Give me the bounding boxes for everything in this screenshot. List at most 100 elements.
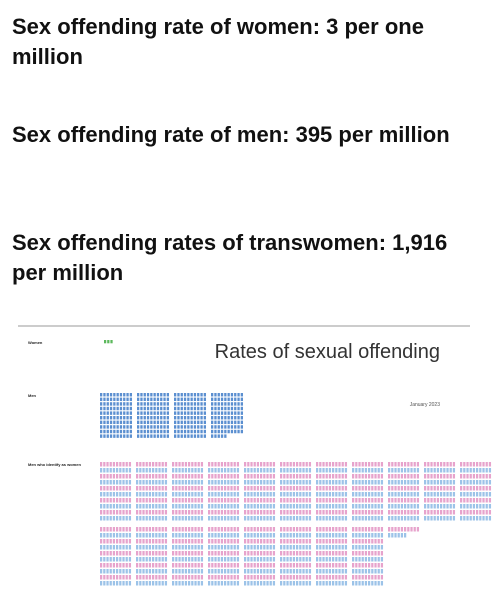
icon bbox=[220, 420, 224, 425]
icon bbox=[125, 539, 128, 544]
icon bbox=[197, 420, 200, 425]
icon bbox=[233, 486, 236, 491]
icon bbox=[112, 545, 116, 550]
icon bbox=[188, 468, 191, 473]
icon bbox=[319, 545, 322, 550]
icon bbox=[479, 516, 482, 521]
icon bbox=[410, 486, 413, 491]
icon bbox=[224, 480, 227, 485]
icon bbox=[305, 551, 308, 556]
icon bbox=[161, 569, 164, 574]
icon bbox=[413, 492, 416, 497]
icon bbox=[194, 527, 197, 532]
icon bbox=[289, 575, 292, 580]
icon bbox=[191, 575, 194, 580]
icon bbox=[368, 551, 371, 556]
icon bbox=[211, 527, 214, 532]
icon bbox=[166, 420, 170, 425]
icon bbox=[316, 510, 319, 515]
icon bbox=[194, 474, 197, 479]
icon bbox=[152, 462, 155, 467]
icon bbox=[109, 397, 113, 402]
icon bbox=[137, 406, 140, 411]
icon bbox=[338, 569, 341, 574]
icon bbox=[305, 468, 308, 473]
icon bbox=[256, 468, 260, 473]
icon bbox=[177, 416, 180, 420]
icon bbox=[164, 510, 168, 515]
icon bbox=[440, 468, 443, 473]
icon bbox=[181, 504, 184, 509]
icon bbox=[263, 504, 266, 509]
icon bbox=[200, 551, 204, 556]
icon bbox=[122, 527, 125, 532]
icon bbox=[214, 406, 217, 411]
icon bbox=[208, 533, 211, 538]
icon bbox=[217, 393, 220, 397]
icon bbox=[302, 557, 305, 562]
icon bbox=[466, 474, 469, 479]
icon bbox=[380, 462, 384, 467]
icon bbox=[106, 393, 109, 397]
icon bbox=[236, 486, 240, 491]
icon bbox=[148, 516, 152, 521]
icon bbox=[190, 411, 193, 415]
icon bbox=[197, 429, 200, 434]
icon bbox=[404, 468, 407, 473]
icon bbox=[175, 468, 178, 473]
icon bbox=[214, 468, 217, 473]
icon bbox=[208, 527, 211, 532]
icon bbox=[142, 545, 145, 550]
icon bbox=[106, 533, 109, 538]
icon bbox=[380, 504, 384, 509]
icon bbox=[175, 557, 178, 562]
icon bbox=[145, 492, 148, 497]
icon bbox=[449, 468, 452, 473]
icon bbox=[119, 510, 122, 515]
icon bbox=[319, 504, 322, 509]
icon bbox=[153, 420, 156, 425]
icon bbox=[371, 468, 374, 473]
icon bbox=[247, 575, 250, 580]
icon bbox=[371, 480, 374, 485]
icon bbox=[374, 581, 377, 586]
icon bbox=[160, 406, 163, 411]
icon bbox=[269, 510, 272, 515]
icon bbox=[180, 397, 183, 402]
icon bbox=[335, 569, 338, 574]
icon bbox=[164, 468, 168, 473]
icon bbox=[150, 393, 153, 397]
icon bbox=[161, 510, 164, 515]
icon bbox=[220, 492, 224, 497]
icon bbox=[253, 468, 256, 473]
icon bbox=[227, 504, 230, 509]
icon bbox=[335, 486, 338, 491]
icon bbox=[181, 533, 184, 538]
icon bbox=[224, 545, 227, 550]
icon bbox=[416, 474, 420, 479]
icon bbox=[485, 510, 488, 515]
icon bbox=[230, 397, 234, 402]
icon bbox=[106, 434, 109, 438]
icon bbox=[200, 498, 204, 503]
icon bbox=[308, 462, 312, 467]
icon bbox=[178, 539, 181, 544]
icon bbox=[253, 569, 256, 574]
icon bbox=[109, 527, 112, 532]
icon bbox=[146, 425, 150, 429]
icon bbox=[211, 557, 214, 562]
icon bbox=[463, 498, 466, 503]
icon bbox=[194, 486, 197, 491]
icon bbox=[174, 402, 177, 406]
icon bbox=[119, 397, 123, 402]
icon bbox=[211, 563, 214, 568]
icon bbox=[139, 504, 142, 509]
icon bbox=[344, 486, 348, 491]
icon bbox=[220, 504, 224, 509]
icon bbox=[236, 575, 240, 580]
icon bbox=[341, 516, 344, 521]
icon bbox=[296, 563, 299, 568]
icon bbox=[100, 402, 103, 406]
icon bbox=[148, 468, 152, 473]
icon bbox=[388, 510, 391, 515]
